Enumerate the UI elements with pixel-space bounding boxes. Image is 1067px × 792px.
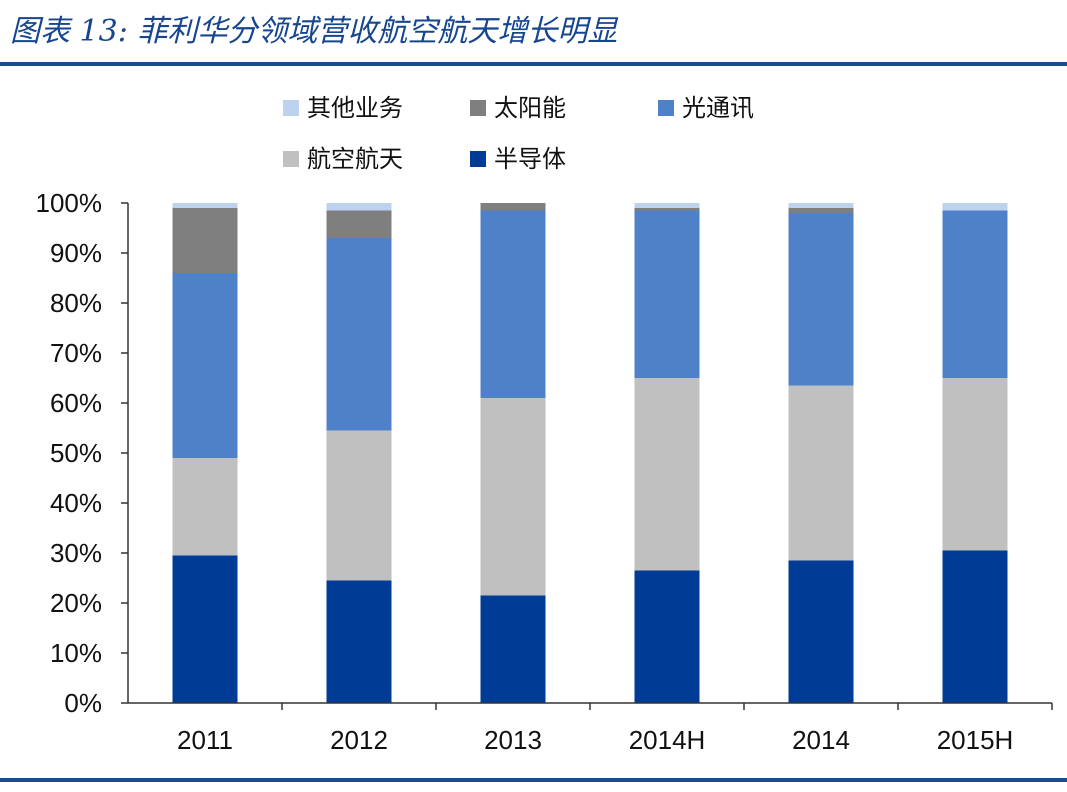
legend-swatch: [283, 100, 299, 116]
bar-segment-series-2-2012: [326, 238, 392, 431]
bar-segment-series-3-2013: [480, 203, 546, 211]
legend-label: 半导体: [494, 145, 566, 173]
bar-segment-series-0-2014H: [634, 570, 700, 703]
legend-label: 光通讯: [682, 94, 754, 122]
y-tick-label: 80%: [50, 288, 102, 318]
legend-swatch: [283, 151, 299, 167]
top-divider: [0, 62, 1067, 66]
x-tick-label: 2011: [177, 725, 233, 755]
bar-segment-series-2-2014H: [634, 210, 700, 378]
bar-segment-series-3-2014H: [634, 208, 700, 211]
bar-segment-series-0-2011: [172, 555, 238, 703]
legend-label: 太阳能: [494, 94, 566, 122]
bar-segment-series-0-2014: [788, 560, 854, 703]
figure-title: 图表 13: 菲利华分领域营收航空航天增长明显: [10, 14, 618, 49]
bottom-divider: [0, 778, 1067, 782]
bar-segment-series-3-2011: [172, 208, 238, 273]
legend-swatch: [658, 100, 674, 116]
x-tick-label: 2014H: [629, 725, 706, 755]
bar-segment-series-4-2011: [172, 203, 238, 208]
bar-segment-series-4-2014: [788, 203, 854, 208]
legend-label: 其他业务: [307, 94, 403, 122]
y-tick-label: 20%: [50, 588, 102, 618]
axes-group: 0% 10% 20% 30% 40% 50% 60% 70% 80% 90% 100% 2011 201…: [36, 188, 1053, 755]
y-tick-label: 30%: [50, 538, 102, 568]
bar-segment-series-2-2013: [480, 210, 546, 398]
bar-segment-series-2-2011: [172, 273, 238, 458]
legend-label: 航空航天: [307, 145, 403, 173]
bar-segment-series-4-2012: [326, 203, 392, 211]
bar-segment-series-2-2015H: [942, 210, 1008, 378]
bar-segment-series-1-2012: [326, 430, 392, 581]
bar-segment-series-1-2014: [788, 385, 854, 561]
bar-segment-series-1-2015H: [942, 378, 1008, 551]
bar-segment-series-0-2012: [326, 580, 392, 703]
bar-segment-series-0-2015H: [942, 550, 1008, 703]
y-tick-label: 90%: [50, 238, 102, 268]
y-tick-label: 0%: [64, 688, 102, 718]
bar-segment-series-4-2015H: [942, 203, 1008, 211]
bar-segment-series-1-2011: [172, 458, 238, 556]
y-tick-label: 70%: [50, 338, 102, 368]
y-tick-label: 40%: [50, 488, 102, 518]
y-tick-label: 60%: [50, 388, 102, 418]
bar-segment-series-4-2014H: [634, 203, 700, 208]
bar-segment-series-1-2014H: [634, 378, 700, 571]
legend-swatch: [470, 151, 486, 167]
legend-swatch: [470, 100, 486, 116]
y-tick-label: 10%: [50, 638, 102, 668]
x-tick-label: 2015H: [937, 725, 1014, 755]
y-tick-label: 100%: [36, 188, 103, 218]
bars-group: [172, 203, 1008, 703]
bar-segment-series-1-2013: [480, 398, 546, 596]
bar-segment-series-2-2014: [788, 213, 854, 386]
x-tick-label: 2013: [484, 725, 542, 755]
y-tick-label: 50%: [50, 438, 102, 468]
bar-segment-series-3-2014: [788, 208, 854, 213]
x-tick-label: 2012: [330, 725, 388, 755]
x-tick-label: 2014: [792, 725, 850, 755]
bar-segment-series-3-2012: [326, 210, 392, 238]
bar-segment-series-0-2013: [480, 595, 546, 703]
